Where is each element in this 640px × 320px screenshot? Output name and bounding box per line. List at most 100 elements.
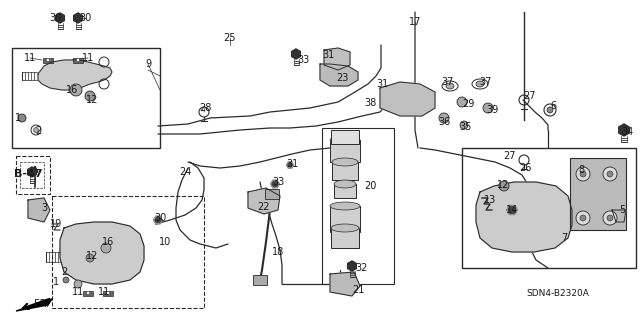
- Circle shape: [70, 84, 82, 96]
- Circle shape: [607, 171, 613, 177]
- Circle shape: [457, 97, 467, 107]
- Circle shape: [106, 291, 109, 295]
- Text: 30: 30: [154, 213, 166, 223]
- Polygon shape: [330, 272, 360, 296]
- Text: 14: 14: [506, 205, 518, 215]
- Bar: [570, 158, 626, 230]
- Text: 36: 36: [438, 117, 450, 127]
- Circle shape: [86, 291, 90, 295]
- Circle shape: [483, 103, 493, 113]
- Polygon shape: [348, 261, 356, 271]
- Circle shape: [547, 107, 553, 113]
- Text: FR.: FR.: [35, 299, 49, 309]
- Text: SDN4-B2320A: SDN4-B2320A: [527, 289, 589, 298]
- Text: 37: 37: [441, 77, 453, 87]
- Text: 12: 12: [497, 180, 509, 190]
- Text: 16: 16: [66, 85, 78, 95]
- Polygon shape: [16, 299, 52, 311]
- Polygon shape: [287, 162, 293, 168]
- Ellipse shape: [331, 224, 359, 232]
- Ellipse shape: [332, 158, 358, 166]
- Text: 21: 21: [352, 285, 364, 295]
- Text: 33: 33: [297, 55, 309, 65]
- Bar: [334, 184, 356, 198]
- Polygon shape: [38, 60, 112, 90]
- Text: 12: 12: [86, 251, 98, 261]
- Text: 1: 1: [15, 113, 21, 123]
- Text: 7: 7: [561, 233, 567, 243]
- Text: 10: 10: [159, 237, 171, 247]
- Circle shape: [33, 127, 38, 132]
- Text: 11: 11: [98, 287, 110, 297]
- Text: 32: 32: [356, 263, 368, 273]
- Circle shape: [576, 211, 590, 225]
- Text: 23: 23: [336, 73, 348, 83]
- Text: 19: 19: [50, 219, 62, 229]
- Text: 16: 16: [102, 237, 114, 247]
- Text: 27: 27: [523, 91, 535, 101]
- Circle shape: [74, 280, 82, 288]
- Circle shape: [76, 58, 80, 62]
- Bar: [331, 228, 359, 248]
- Text: 30: 30: [79, 13, 91, 23]
- Polygon shape: [320, 64, 358, 86]
- Ellipse shape: [330, 202, 360, 210]
- Ellipse shape: [476, 81, 484, 87]
- Text: 26: 26: [519, 163, 531, 173]
- Bar: [332, 162, 358, 180]
- Text: 3: 3: [41, 203, 47, 213]
- Circle shape: [85, 91, 95, 101]
- Text: 39: 39: [486, 105, 498, 115]
- Bar: [43, 58, 53, 62]
- Bar: [253, 275, 267, 285]
- Polygon shape: [28, 198, 50, 222]
- Polygon shape: [56, 13, 65, 23]
- Circle shape: [607, 215, 613, 221]
- Polygon shape: [271, 180, 279, 188]
- Circle shape: [46, 58, 50, 62]
- Polygon shape: [507, 205, 517, 214]
- Text: 1: 1: [53, 277, 59, 287]
- Text: 27: 27: [504, 151, 516, 161]
- Text: 22: 22: [258, 202, 270, 212]
- Polygon shape: [154, 216, 163, 224]
- Text: 9: 9: [145, 59, 151, 69]
- Text: 12: 12: [86, 95, 98, 105]
- Circle shape: [499, 181, 509, 191]
- Ellipse shape: [330, 136, 360, 144]
- Text: 29: 29: [462, 99, 474, 109]
- Circle shape: [603, 211, 617, 225]
- Text: 24: 24: [179, 167, 191, 177]
- Polygon shape: [292, 49, 300, 59]
- Polygon shape: [74, 13, 83, 23]
- Polygon shape: [380, 82, 435, 116]
- Text: 34: 34: [621, 127, 633, 137]
- Bar: [73, 58, 83, 62]
- Circle shape: [603, 167, 617, 181]
- Text: 35: 35: [459, 122, 471, 132]
- Text: 17: 17: [409, 17, 421, 27]
- Circle shape: [576, 167, 590, 181]
- Polygon shape: [248, 188, 280, 214]
- Text: 11: 11: [72, 287, 84, 297]
- Text: 2: 2: [35, 126, 41, 136]
- Text: 28: 28: [199, 103, 211, 113]
- Circle shape: [18, 114, 26, 122]
- Ellipse shape: [446, 83, 454, 89]
- Bar: [20, 162, 44, 188]
- Text: 11: 11: [82, 53, 94, 63]
- Text: 6: 6: [550, 101, 556, 111]
- Circle shape: [439, 113, 449, 123]
- Text: 5: 5: [619, 205, 625, 215]
- Polygon shape: [324, 48, 350, 70]
- Text: 37: 37: [479, 77, 491, 87]
- Bar: [330, 140, 360, 162]
- Text: 33: 33: [272, 177, 284, 187]
- Bar: [330, 206, 360, 232]
- Polygon shape: [612, 210, 626, 222]
- Polygon shape: [60, 222, 144, 284]
- Circle shape: [86, 254, 94, 262]
- Circle shape: [63, 277, 69, 283]
- Text: 25: 25: [224, 33, 236, 43]
- Text: 31: 31: [376, 79, 388, 89]
